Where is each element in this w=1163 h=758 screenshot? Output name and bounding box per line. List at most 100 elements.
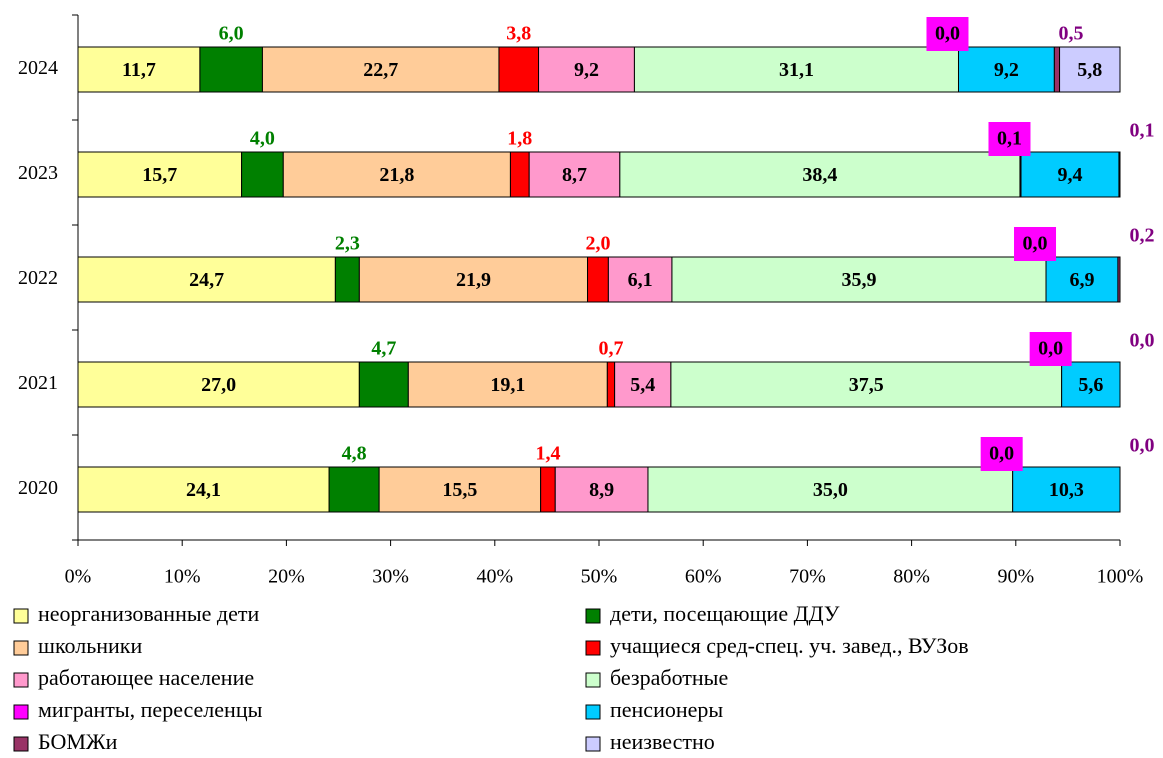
bar-segment xyxy=(77,466,330,513)
data-label: 3,8 xyxy=(506,23,531,45)
data-label: 21,8 xyxy=(379,164,414,186)
data-label: 5,8 xyxy=(1077,59,1102,81)
data-label: 10,3 xyxy=(1049,479,1084,501)
bar-segment xyxy=(528,151,621,198)
bar-segment xyxy=(587,256,609,303)
bar-segment xyxy=(282,151,511,198)
bar-segment xyxy=(1020,151,1120,198)
data-label: 0,0 xyxy=(935,23,960,45)
bar-segment xyxy=(671,256,1047,303)
x-tick-label: 100% xyxy=(1097,566,1144,588)
legend-label: пенсионеры xyxy=(610,697,723,722)
y-tick-label: 2024 xyxy=(18,57,58,79)
bar-segment xyxy=(334,256,360,303)
bar-segment xyxy=(378,466,542,513)
legend-swatch xyxy=(13,672,29,688)
legend-swatch xyxy=(13,704,29,720)
legend-swatch xyxy=(585,608,601,624)
data-label: 0,7 xyxy=(598,338,623,360)
bar-segment xyxy=(241,151,284,198)
data-label: 5,4 xyxy=(630,374,655,396)
y-tick-label: 2023 xyxy=(18,162,58,184)
label-box xyxy=(496,23,541,45)
data-label: 35,9 xyxy=(841,269,876,291)
bar-segment xyxy=(509,151,530,198)
x-tick-label: 60% xyxy=(685,566,722,588)
x-tick-label: 10% xyxy=(164,566,201,588)
bar-segment xyxy=(1059,46,1121,93)
bar-segment xyxy=(77,256,336,303)
bar-segment xyxy=(614,361,672,408)
label-box xyxy=(575,233,620,255)
legend-swatch xyxy=(13,608,29,624)
data-label: 0,1 xyxy=(997,128,1022,150)
legend-swatch xyxy=(585,736,601,752)
data-label: 6,1 xyxy=(628,269,653,291)
x-tick-label: 20% xyxy=(268,566,305,588)
bar-segment xyxy=(1118,151,1121,198)
x-tick-label: 80% xyxy=(893,566,930,588)
data-label: 4,8 xyxy=(342,443,367,465)
bar-segment xyxy=(498,46,540,93)
bar-segment xyxy=(407,361,608,408)
bar-segment xyxy=(77,361,360,408)
x-tick-label: 50% xyxy=(581,566,618,588)
label-box xyxy=(325,233,370,255)
legend-label: работающее население xyxy=(38,665,254,690)
data-label: 35,0 xyxy=(813,479,848,501)
bar-segment xyxy=(606,361,616,408)
x-tick-label: 40% xyxy=(476,566,513,588)
bar-segment xyxy=(619,151,1021,198)
data-label: 0,0 xyxy=(1023,233,1048,255)
data-label: 24,7 xyxy=(189,269,224,291)
x-tick-label: 90% xyxy=(997,566,1034,588)
data-label: 19,1 xyxy=(490,374,525,396)
data-label: 8,7 xyxy=(562,164,587,186)
x-tick-label: 70% xyxy=(789,566,826,588)
x-tick-label: 30% xyxy=(372,566,409,588)
legend-label: безработные xyxy=(610,665,728,690)
legend-label: мигранты, переселенцы xyxy=(38,697,263,722)
data-label: 9,2 xyxy=(574,59,599,81)
label-box xyxy=(980,437,1023,471)
data-label: 0,0 xyxy=(989,443,1014,465)
data-label: 22,7 xyxy=(363,59,398,81)
y-tick-label: 2020 xyxy=(18,477,58,499)
label-box xyxy=(926,17,969,51)
legend-swatch xyxy=(13,640,29,656)
bar-segment xyxy=(554,466,649,513)
data-label: 2,3 xyxy=(335,233,360,255)
data-label: 5,6 xyxy=(1078,374,1103,396)
data-label: 0,1 xyxy=(1130,120,1155,142)
bar-segment xyxy=(633,46,959,93)
bar-segment xyxy=(199,46,263,93)
legend-swatch xyxy=(585,640,601,656)
data-label: 0,0 xyxy=(1130,435,1155,457)
legend-swatch xyxy=(585,704,601,720)
bar-segment xyxy=(670,361,1063,408)
label-box xyxy=(1029,332,1072,366)
data-label: 15,5 xyxy=(442,479,477,501)
legend-label: школьники xyxy=(38,633,142,658)
bar-segment xyxy=(261,46,500,93)
data-label: 1,4 xyxy=(535,443,560,465)
x-tick-label: 0% xyxy=(65,566,92,588)
bar-segment xyxy=(77,46,201,93)
data-label: 6,0 xyxy=(219,23,244,45)
data-label: 24,1 xyxy=(186,479,221,501)
data-label: 11,7 xyxy=(122,59,156,81)
label-box xyxy=(240,128,285,150)
legend-swatch xyxy=(585,672,601,688)
legend-label: БОМЖи xyxy=(38,729,118,754)
data-label: 21,9 xyxy=(456,269,491,291)
bar-segment xyxy=(538,46,635,93)
bar-segment xyxy=(607,256,673,303)
data-label: 0,0 xyxy=(1038,338,1063,360)
bar-segment xyxy=(1053,46,1061,93)
data-label: 9,2 xyxy=(994,59,1019,81)
data-label: 8,9 xyxy=(589,479,614,501)
label-box xyxy=(1014,227,1057,261)
bar-segment xyxy=(647,466,1014,513)
bar-segment xyxy=(358,256,589,303)
